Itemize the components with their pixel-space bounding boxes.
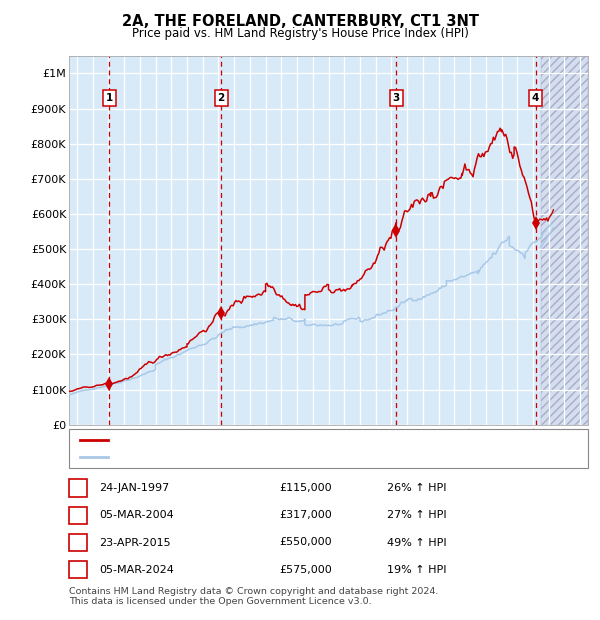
Text: 2A, THE FORELAND, CANTERBURY, CT1 3NT (detached house): 2A, THE FORELAND, CANTERBURY, CT1 3NT (d… xyxy=(114,435,437,445)
Text: 23-APR-2015: 23-APR-2015 xyxy=(99,538,170,547)
Text: 1: 1 xyxy=(106,93,113,103)
Text: 24-JAN-1997: 24-JAN-1997 xyxy=(99,483,169,493)
Text: 2: 2 xyxy=(74,510,82,520)
Text: 4: 4 xyxy=(532,93,539,103)
Text: 2: 2 xyxy=(217,93,225,103)
Text: 26% ↑ HPI: 26% ↑ HPI xyxy=(387,483,446,493)
Text: 1: 1 xyxy=(74,483,82,493)
Text: 27% ↑ HPI: 27% ↑ HPI xyxy=(387,510,446,520)
Text: 19% ↑ HPI: 19% ↑ HPI xyxy=(387,565,446,575)
Text: 2A, THE FORELAND, CANTERBURY, CT1 3NT: 2A, THE FORELAND, CANTERBURY, CT1 3NT xyxy=(121,14,479,29)
Text: £550,000: £550,000 xyxy=(279,538,332,547)
Text: 3: 3 xyxy=(74,538,82,547)
Text: 05-MAR-2024: 05-MAR-2024 xyxy=(99,565,174,575)
Text: £115,000: £115,000 xyxy=(279,483,332,493)
Bar xyxy=(541,56,588,425)
Text: Price paid vs. HM Land Registry's House Price Index (HPI): Price paid vs. HM Land Registry's House … xyxy=(131,27,469,40)
Text: 05-MAR-2004: 05-MAR-2004 xyxy=(99,510,174,520)
Bar xyxy=(541,56,588,425)
Text: £575,000: £575,000 xyxy=(279,565,332,575)
Text: 3: 3 xyxy=(392,93,400,103)
Text: 49% ↑ HPI: 49% ↑ HPI xyxy=(387,538,446,547)
Text: HPI: Average price, detached house, Canterbury: HPI: Average price, detached house, Cant… xyxy=(114,452,366,462)
Text: Contains HM Land Registry data © Crown copyright and database right 2024.
This d: Contains HM Land Registry data © Crown c… xyxy=(69,587,439,606)
Text: £317,000: £317,000 xyxy=(279,510,332,520)
Text: 4: 4 xyxy=(74,565,82,575)
